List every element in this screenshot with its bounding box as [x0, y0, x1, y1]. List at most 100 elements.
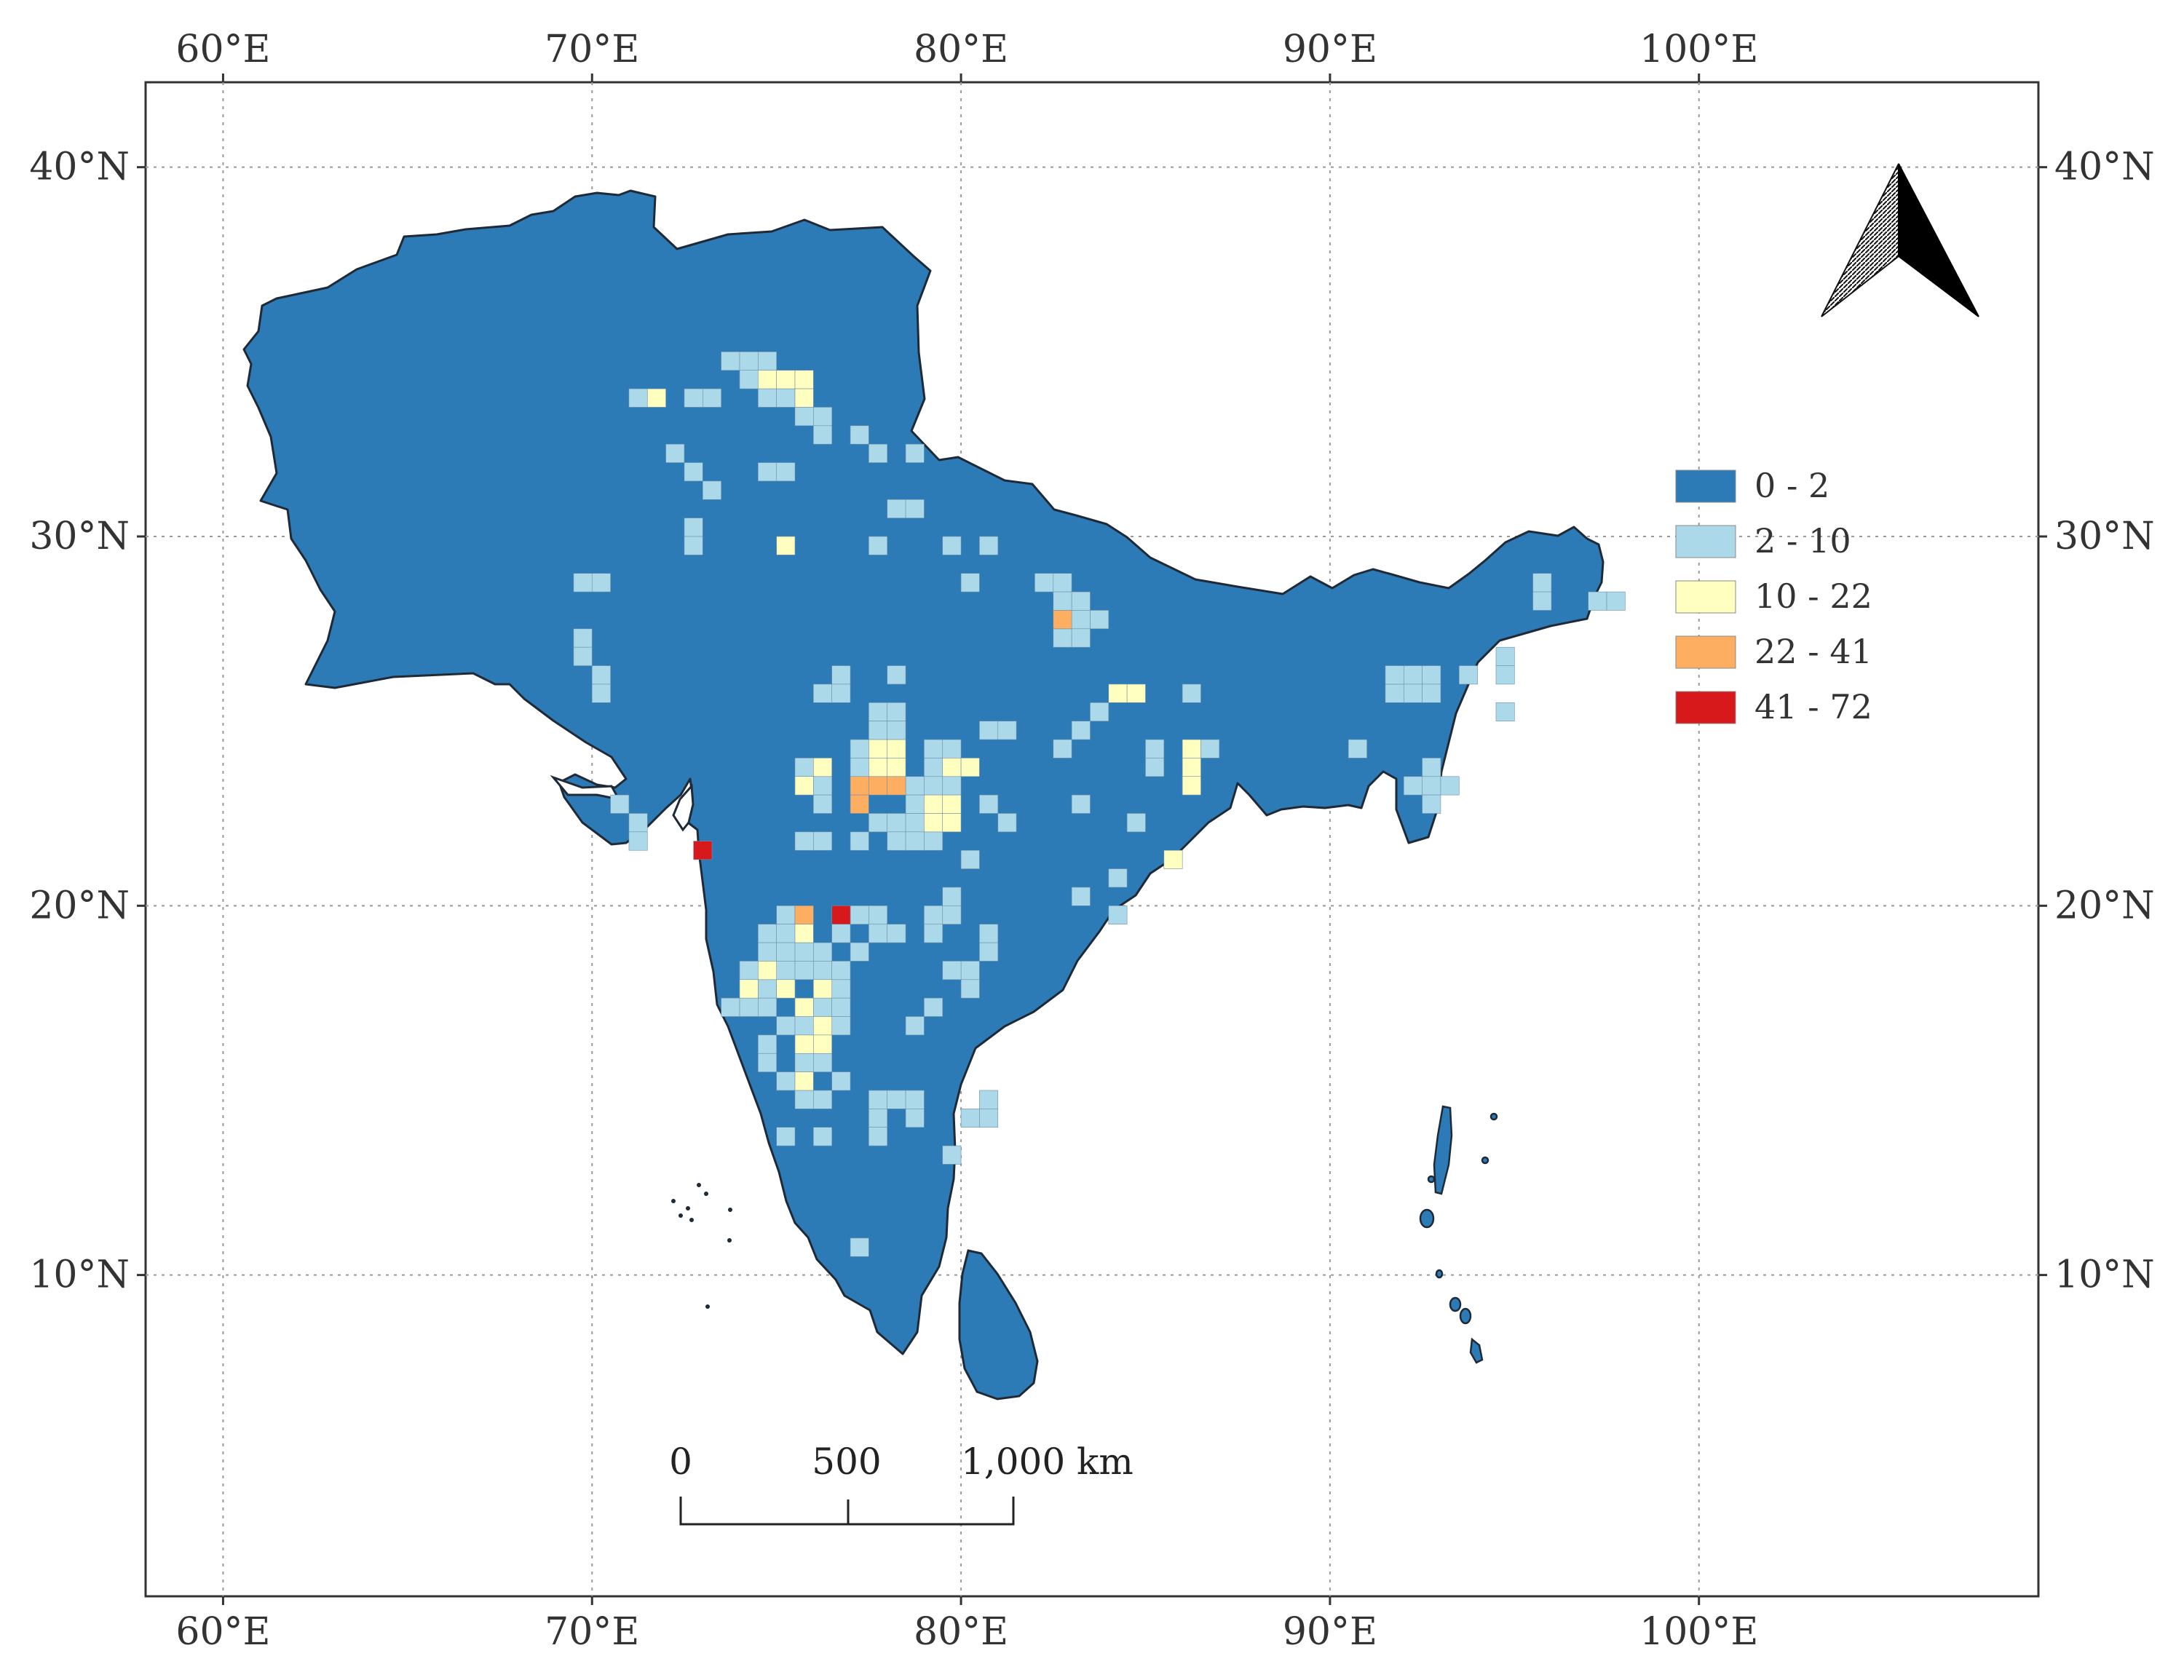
density-cell-class-1	[831, 961, 851, 980]
density-cell-class-1	[997, 813, 1017, 833]
density-cell-class-1	[979, 942, 999, 962]
density-cell-class-1	[869, 813, 888, 833]
density-cell-class-1	[1034, 573, 1054, 593]
density-cell-class-1	[1126, 813, 1146, 833]
density-cell-class-1	[831, 997, 851, 1017]
density-cell-class-1	[813, 942, 832, 962]
density-cell-class-2	[960, 758, 980, 777]
density-cell-class-3	[887, 776, 906, 796]
density-cell-class-2	[794, 1034, 814, 1054]
density-cell-class-1	[1071, 628, 1091, 648]
density-cell-class-1	[1606, 591, 1626, 611]
lat-tick-label-right: 40°N	[2054, 146, 2155, 189]
density-cell-class-1	[942, 961, 962, 980]
density-cell-class-1	[1422, 684, 1441, 703]
legend-item-2: 10 - 22	[1675, 576, 1872, 616]
density-cell-class-1	[960, 1109, 980, 1128]
density-cell-class-2	[776, 536, 796, 555]
density-cell-class-1	[960, 573, 980, 593]
density-cell-class-1	[924, 997, 943, 1017]
legend-label: 10 - 22	[1754, 576, 1872, 616]
density-cell-class-1	[887, 813, 906, 833]
lat-tick-label-left: 10°N	[29, 1253, 130, 1297]
density-cell-class-1	[1053, 628, 1072, 648]
density-cell-class-1	[628, 388, 648, 408]
density-cell-class-2	[869, 758, 888, 777]
density-cell-class-2	[887, 739, 906, 758]
density-cell-class-2	[813, 1016, 832, 1036]
density-cell-class-1	[979, 721, 999, 740]
scale-label-1000-km: 1,000 km	[961, 1441, 1133, 1483]
density-cell-class-1	[887, 924, 906, 943]
density-cell-class-1	[905, 776, 925, 796]
density-cell-class-1	[573, 646, 593, 666]
density-cell-class-1	[905, 831, 925, 851]
density-cell-class-2	[942, 758, 962, 777]
density-cell-class-3	[869, 776, 888, 796]
density-cell-class-1	[1403, 684, 1423, 703]
density-cell-class-2	[813, 1034, 832, 1054]
density-cell-class-2	[1163, 849, 1183, 869]
lon-tick-label-top: 60°E	[175, 28, 270, 71]
density-cell-class-1	[610, 794, 630, 814]
density-cell-class-1	[850, 1237, 869, 1257]
density-cell-class-1	[831, 684, 851, 703]
density-cell-class-1	[942, 906, 962, 924]
density-cell-class-3	[850, 794, 869, 814]
density-cells	[573, 352, 1626, 1257]
density-cell-class-1	[1200, 739, 1220, 758]
density-cell-class-1	[794, 961, 814, 980]
lat-tick-label-left: 20°N	[29, 884, 130, 927]
density-cell-class-4	[831, 906, 851, 924]
density-cell-class-1	[1145, 739, 1165, 758]
density-cell-class-2	[794, 776, 814, 796]
density-cell-class-1	[776, 924, 796, 943]
legend-item-0: 0 - 2	[1675, 466, 1829, 505]
density-cell-class-1	[905, 1090, 925, 1109]
density-cell-class-1	[684, 518, 703, 537]
density-cell-class-1	[776, 961, 796, 980]
density-cell-class-1	[1385, 665, 1404, 685]
density-cell-class-1	[1108, 906, 1128, 924]
density-cell-class-1	[1090, 610, 1109, 630]
density-cell-class-1	[831, 665, 851, 685]
density-cell-class-1	[573, 573, 593, 593]
density-cell-class-1	[591, 684, 611, 703]
density-cell-class-1	[850, 739, 869, 758]
density-cell-class-1	[1422, 758, 1441, 777]
lat-tick-label-right: 20°N	[2054, 884, 2155, 927]
density-cell-class-1	[905, 443, 925, 463]
density-cell-class-1	[924, 776, 943, 796]
density-cell-class-1	[960, 961, 980, 980]
density-cell-class-1	[1403, 776, 1423, 796]
density-cell-class-1	[758, 942, 777, 962]
density-cell-class-2	[739, 979, 759, 999]
density-cell-class-1	[979, 794, 999, 814]
density-cell-class-2	[1108, 684, 1128, 703]
density-cell-class-1	[628, 831, 648, 851]
density-cell-class-1	[924, 758, 943, 777]
density-cell-class-1	[758, 979, 777, 999]
density-cell-class-1	[1348, 739, 1367, 758]
density-cell-class-1	[813, 794, 832, 814]
density-cell-class-1	[721, 997, 740, 1017]
density-cell-class-4	[693, 841, 713, 860]
density-cell-class-1	[813, 425, 832, 445]
density-cell-class-2	[924, 813, 943, 833]
density-cell-class-1	[665, 443, 685, 463]
density-cell-class-1	[942, 739, 962, 758]
density-cell-class-1	[776, 1016, 796, 1036]
density-cell-class-1	[1071, 591, 1091, 611]
density-cell-class-1	[1090, 702, 1109, 721]
density-cell-class-2	[887, 758, 906, 777]
scale-label-500: 500	[812, 1441, 881, 1483]
density-cell-class-1	[628, 813, 648, 833]
density-cell-class-2	[1182, 758, 1201, 777]
density-cell-class-1	[979, 1109, 999, 1128]
lat-tick-label-right: 30°N	[2054, 515, 2155, 558]
density-cell-class-1	[850, 906, 869, 924]
legend-item-4: 41 - 72	[1675, 687, 1872, 726]
density-cell-class-1	[1532, 573, 1552, 593]
density-cell-class-1	[924, 906, 943, 924]
density-cell-class-1	[776, 906, 796, 924]
